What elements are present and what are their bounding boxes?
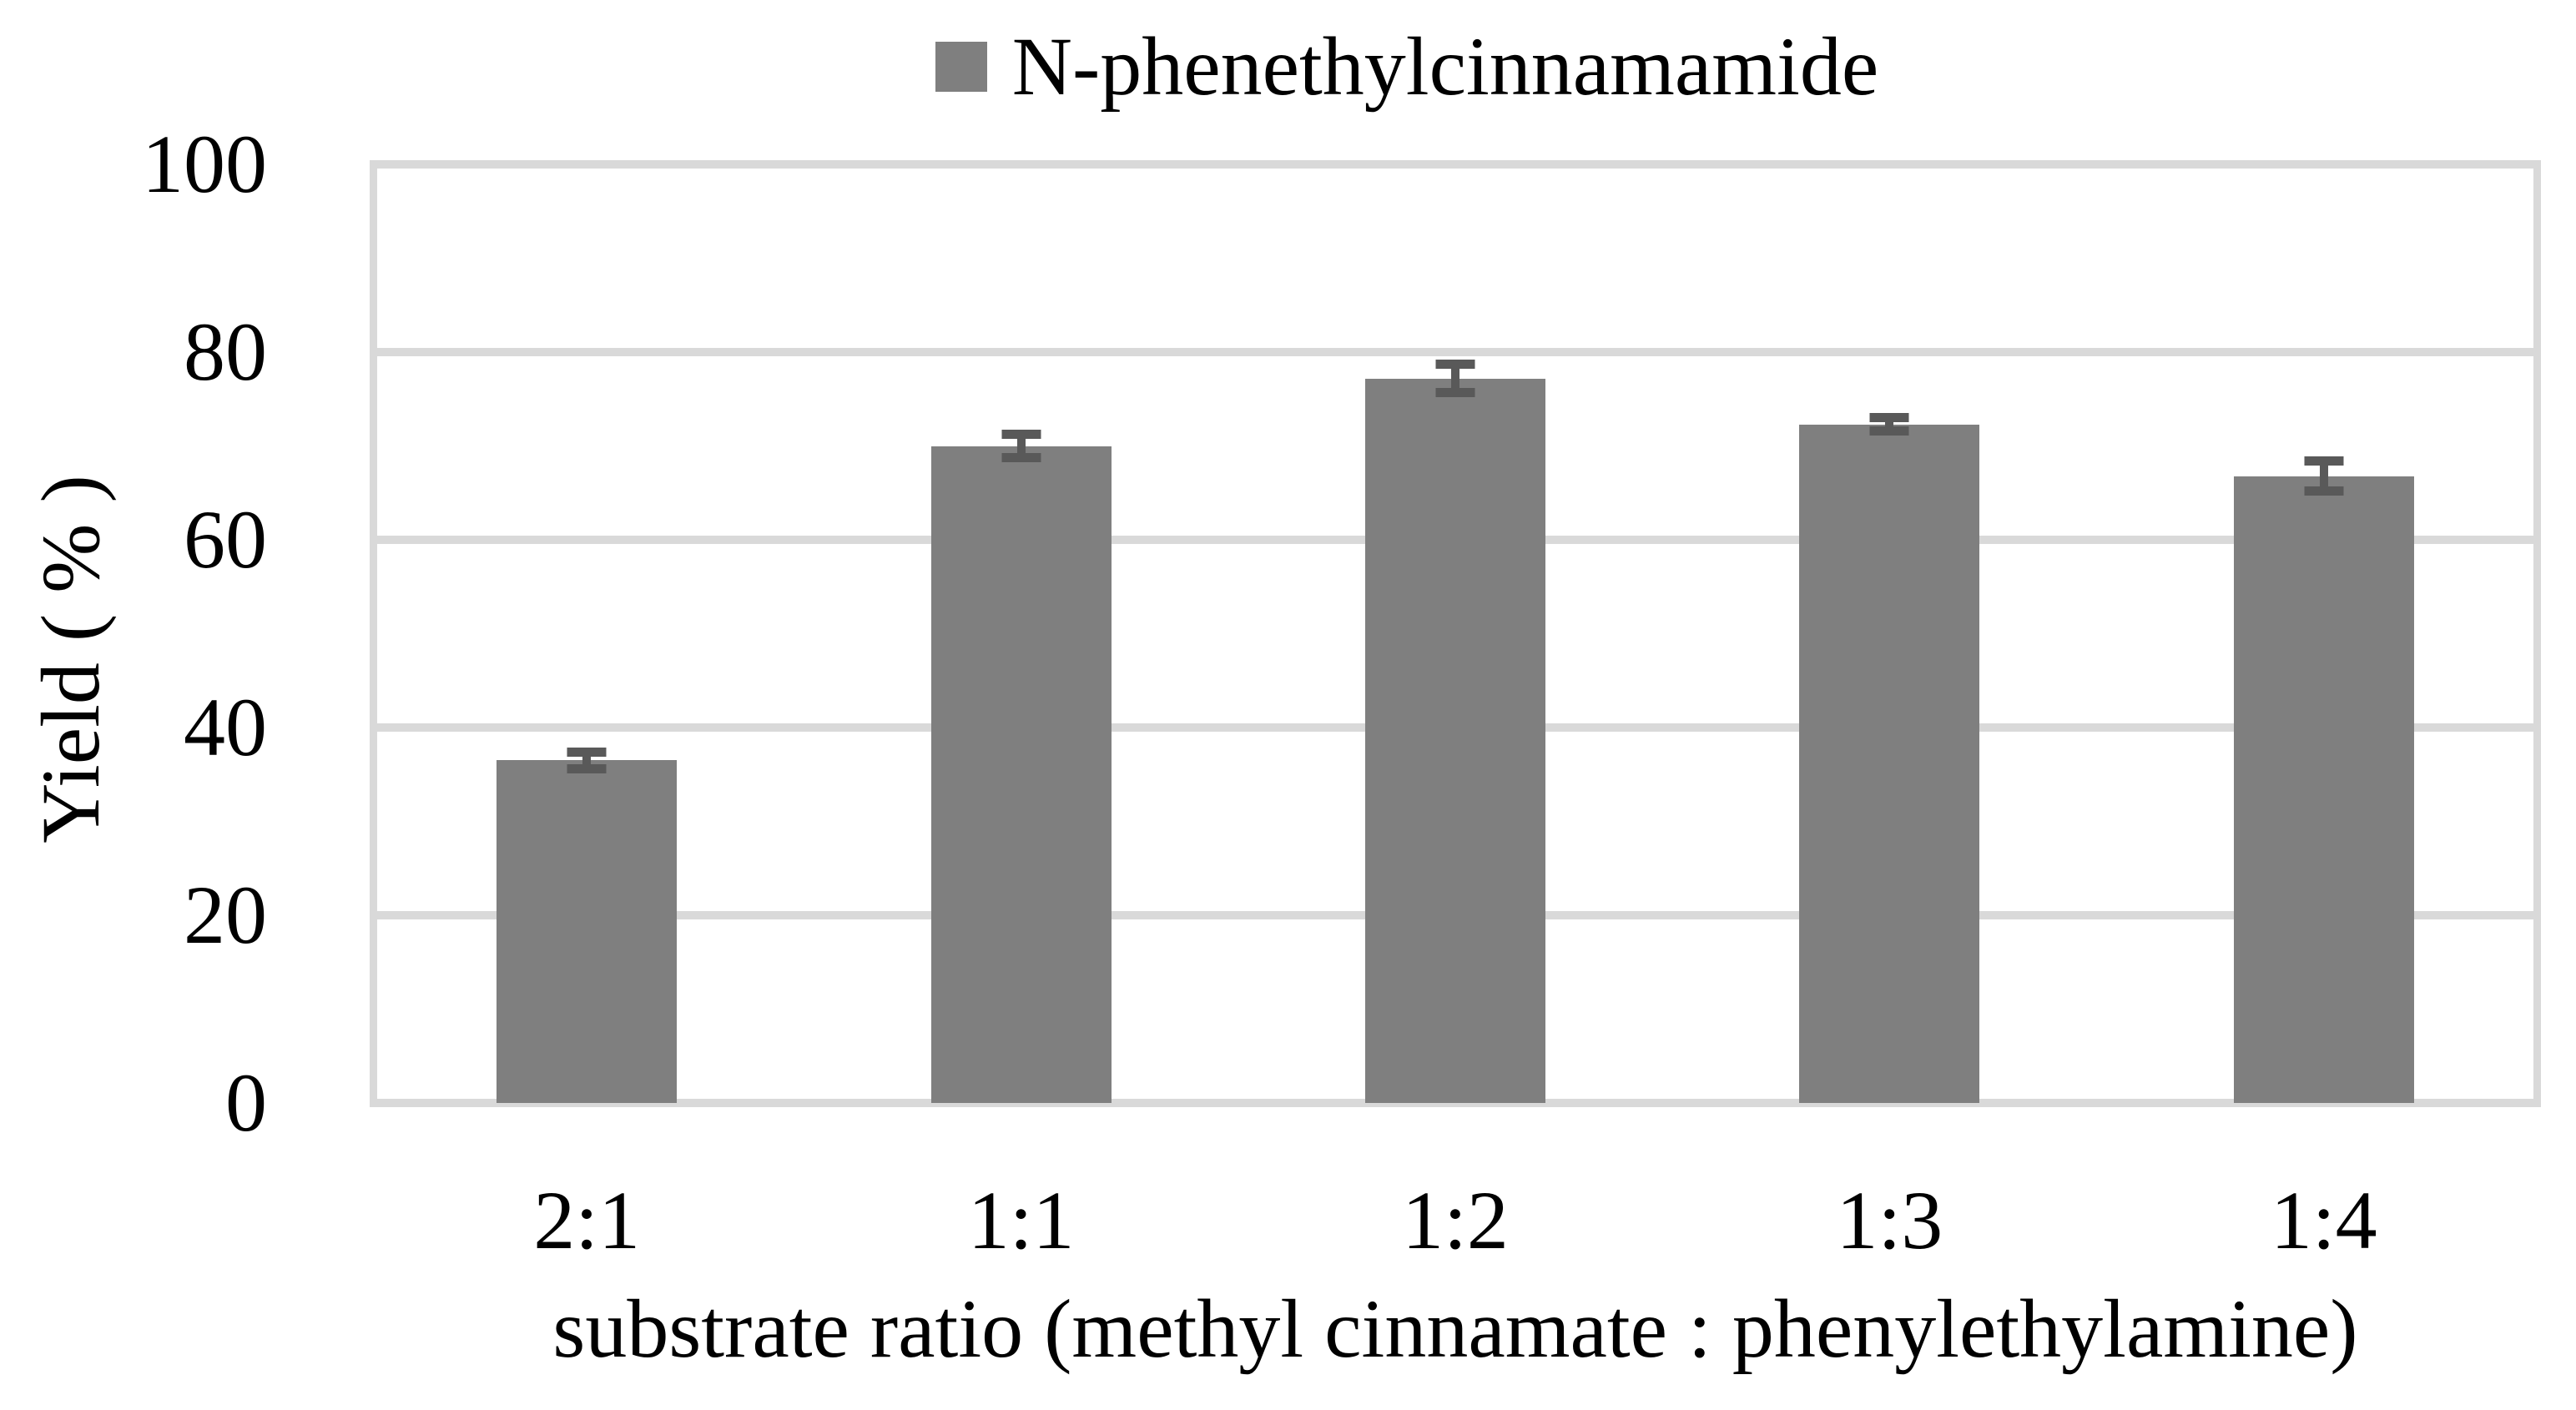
x-tick-label-1:3: 1:3 xyxy=(1836,1174,1943,1266)
y-tick-label-40: 40 xyxy=(184,681,267,773)
error-whisker xyxy=(2319,456,2328,496)
bar-1:2 xyxy=(1365,378,1545,1103)
x-axis-title: substrate ratio (methyl cinnamate : phen… xyxy=(552,1282,2358,1375)
legend-swatch-icon xyxy=(935,42,987,92)
error-cap-bottom xyxy=(1001,452,1041,462)
y-tick-label-20: 20 xyxy=(184,869,267,961)
x-tick-label-1:4: 1:4 xyxy=(2270,1174,2377,1266)
error-whisker xyxy=(1016,430,1026,462)
y-tick-label-80: 80 xyxy=(184,305,267,398)
x-tick-label-1:1: 1:1 xyxy=(967,1174,1075,1266)
gridline-100 xyxy=(370,160,2541,169)
error-cap-top xyxy=(2304,456,2344,466)
legend-label: N-phenethylcinnamamide xyxy=(1011,20,1879,113)
gridline-0 xyxy=(370,1099,2541,1107)
error-cap-bottom xyxy=(1869,426,1909,436)
error-cap-top xyxy=(567,747,607,757)
x-tick-label-2:1: 2:1 xyxy=(533,1174,641,1266)
plot-left-border xyxy=(370,160,377,1107)
x-tick-label-1:2: 1:2 xyxy=(1402,1174,1509,1266)
legend: N-phenethylcinnamamide xyxy=(321,23,2493,110)
error-cap-bottom xyxy=(567,764,607,774)
error-whisker xyxy=(1451,360,1459,397)
bar-2:1 xyxy=(497,760,678,1103)
y-tick-label-100: 100 xyxy=(142,118,267,210)
error-cap-bottom xyxy=(1435,388,1475,397)
error-whisker xyxy=(1885,413,1894,436)
plot-area xyxy=(370,160,2541,1107)
gridline-80 xyxy=(370,348,2541,356)
error-cap-top xyxy=(1001,430,1041,440)
y-tick-label-0: 0 xyxy=(225,1056,267,1149)
bar-1:1 xyxy=(930,446,1112,1103)
error-cap-bottom xyxy=(2304,486,2344,496)
bar-1:3 xyxy=(1799,424,1980,1103)
y-tick-label-60: 60 xyxy=(184,493,267,586)
error-cap-top xyxy=(1869,413,1909,423)
error-cap-top xyxy=(1435,360,1475,369)
plot-right-border xyxy=(2533,160,2541,1107)
error-whisker xyxy=(582,747,592,774)
bar-1:4 xyxy=(2233,476,2414,1103)
